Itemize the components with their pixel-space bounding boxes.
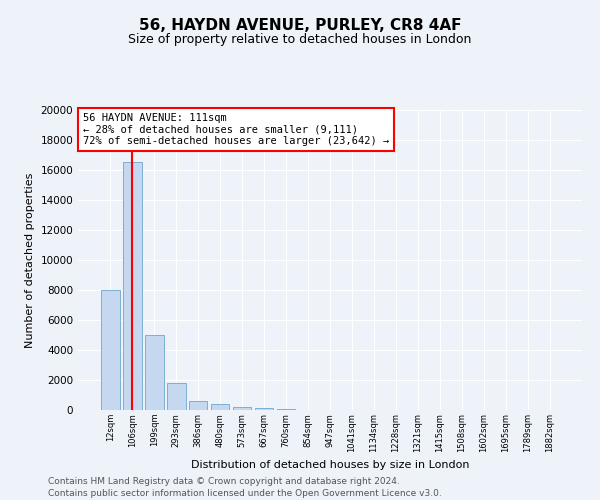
X-axis label: Distribution of detached houses by size in London: Distribution of detached houses by size … [191, 460, 469, 470]
Bar [167, 383, 185, 410]
Bar [277, 409, 295, 410]
Bar [211, 404, 229, 410]
Bar [145, 335, 164, 410]
Y-axis label: Number of detached properties: Number of detached properties [25, 172, 35, 348]
Bar [189, 401, 208, 410]
Bar [255, 408, 274, 410]
Text: Size of property relative to detached houses in London: Size of property relative to detached ho… [128, 32, 472, 46]
Text: 56, HAYDN AVENUE, PURLEY, CR8 4AF: 56, HAYDN AVENUE, PURLEY, CR8 4AF [139, 18, 461, 32]
Bar [233, 407, 251, 410]
Bar [101, 290, 119, 410]
Text: 56 HAYDN AVENUE: 111sqm
← 28% of detached houses are smaller (9,111)
72% of semi: 56 HAYDN AVENUE: 111sqm ← 28% of detache… [83, 113, 389, 146]
Text: Contains HM Land Registry data © Crown copyright and database right 2024.: Contains HM Land Registry data © Crown c… [48, 478, 400, 486]
Text: Contains public sector information licensed under the Open Government Licence v3: Contains public sector information licen… [48, 489, 442, 498]
Bar [123, 162, 142, 410]
